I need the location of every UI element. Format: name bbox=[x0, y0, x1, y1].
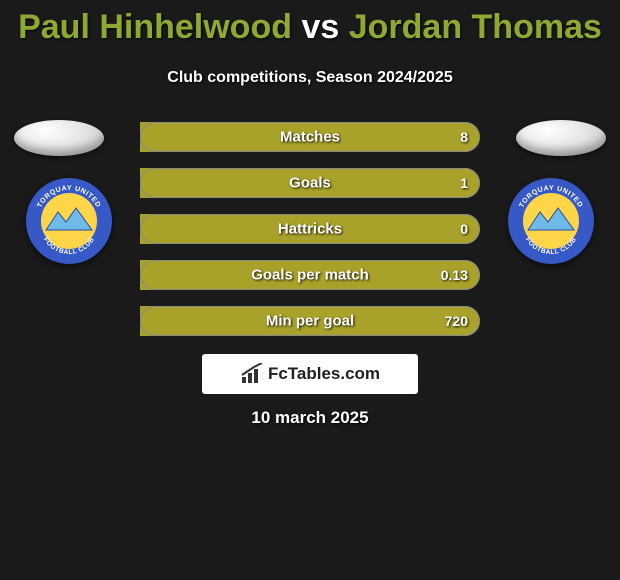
stats-panel: Matches 8 Goals 1 Hattricks 0 Goals per match 0… bbox=[140, 122, 480, 352]
player2-avatar bbox=[516, 120, 606, 160]
stat-row: Matches 8 bbox=[140, 122, 480, 152]
stat-row: Goals per match 0.13 bbox=[140, 260, 480, 290]
club-crest-icon: TORQUAY UNITED FOOTBALL CLUB bbox=[508, 178, 594, 264]
player1-name: Paul Hinhelwood bbox=[18, 8, 292, 46]
stat-value-right: 720 bbox=[445, 313, 468, 329]
stat-label: Min per goal bbox=[266, 313, 354, 330]
stat-label: Matches bbox=[280, 129, 340, 146]
stat-row: Goals 1 bbox=[140, 168, 480, 198]
chart-icon bbox=[240, 363, 266, 385]
stat-label: Goals bbox=[289, 175, 331, 192]
player2-name: Jordan Thomas bbox=[349, 8, 602, 46]
stat-value-right: 0.13 bbox=[441, 267, 468, 283]
branding-text: FcTables.com bbox=[268, 364, 380, 384]
stat-value-right: 8 bbox=[460, 129, 468, 145]
vs-text: vs bbox=[301, 8, 339, 46]
stat-label: Hattricks bbox=[278, 221, 342, 238]
player1-club-badge: TORQUAY UNITED FOOTBALL CLUB bbox=[26, 178, 112, 264]
stat-label: Goals per match bbox=[251, 267, 369, 284]
stat-row: Min per goal 720 bbox=[140, 306, 480, 336]
player1-avatar bbox=[14, 120, 104, 160]
avatar-placeholder-icon bbox=[14, 120, 104, 156]
date-text: 10 march 2025 bbox=[0, 408, 620, 428]
avatar-placeholder-icon bbox=[516, 120, 606, 156]
stat-value-right: 1 bbox=[460, 175, 468, 191]
branding-badge: FcTables.com bbox=[202, 354, 418, 394]
player2-club-badge: TORQUAY UNITED FOOTBALL CLUB bbox=[508, 178, 594, 264]
club-crest-icon: TORQUAY UNITED FOOTBALL CLUB bbox=[26, 178, 112, 264]
page-title: Paul Hinhelwood vs Jordan Thomas bbox=[0, 0, 620, 47]
stat-value-right: 0 bbox=[460, 221, 468, 237]
subtitle: Club competitions, Season 2024/2025 bbox=[0, 69, 620, 87]
stat-row: Hattricks 0 bbox=[140, 214, 480, 244]
